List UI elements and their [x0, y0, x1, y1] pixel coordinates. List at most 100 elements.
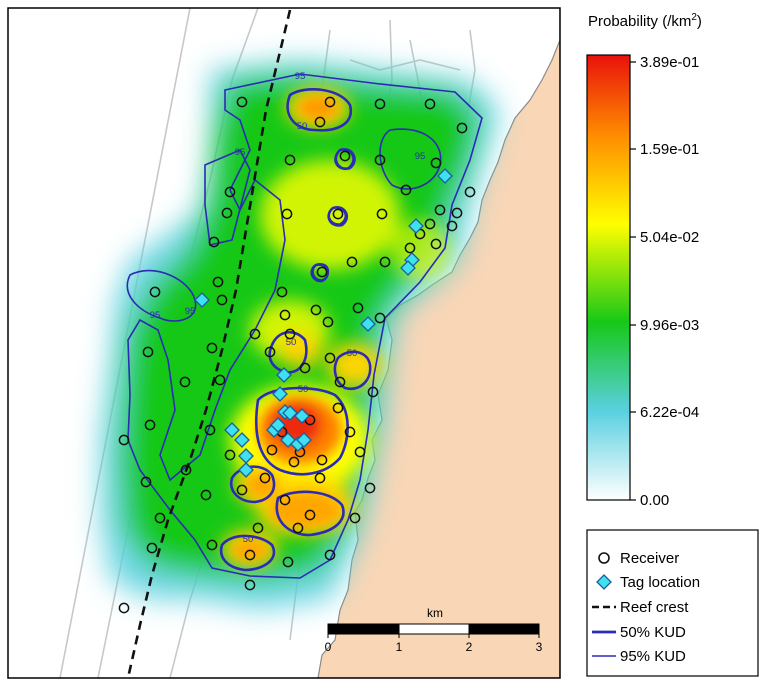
receiver-marker	[374, 312, 386, 324]
tag-location-marker	[224, 422, 240, 438]
receiver-marker	[266, 444, 278, 456]
receiver-marker	[249, 328, 261, 340]
receiver-marker	[374, 154, 386, 166]
receiver-marker	[206, 342, 218, 354]
receiver-marker	[281, 208, 293, 220]
receiver-marker	[456, 122, 468, 134]
receiver-marker	[322, 316, 334, 328]
contour-label-95: 95	[415, 151, 426, 162]
receiver-marker	[314, 472, 326, 484]
tag-location-marker	[296, 432, 312, 448]
legend-label-receiver: Receiver	[620, 550, 679, 567]
map-panel: 95 95 95 95 95 50 50 50 50 50 km	[8, 8, 560, 678]
legend-label-kud50: 50% KUD	[620, 624, 686, 641]
tag-location-marker	[276, 367, 292, 383]
receiver-marker	[430, 238, 442, 250]
receiver-marker	[424, 218, 436, 230]
receiver-marker	[430, 157, 442, 169]
receiver-marker	[314, 116, 326, 128]
receiver-marker	[367, 386, 379, 398]
receiver-marker	[404, 242, 416, 254]
receiver-marker	[400, 184, 412, 196]
receiver-marker	[208, 236, 220, 248]
receiver-marker	[364, 482, 376, 494]
colorbar-tick-label: 3.89e-01	[640, 54, 699, 71]
contour-label-95: 95	[150, 310, 161, 321]
legend-box	[586, 529, 759, 677]
tag-location-marker	[282, 405, 298, 421]
receiver-marker	[304, 509, 316, 521]
legend-label-tag: Tag location	[620, 574, 700, 591]
receiver-marker	[140, 476, 152, 488]
receiver-marker	[310, 304, 322, 316]
receiver-marker	[204, 424, 216, 436]
receiver-marker	[200, 489, 212, 501]
receiver-marker	[236, 96, 248, 108]
scale-label: 2	[466, 640, 473, 654]
receiver-marker	[346, 256, 358, 268]
receiver-marker	[142, 346, 154, 358]
receiver-marker	[118, 434, 130, 446]
receiver-marker	[284, 328, 296, 340]
reef-crest-line	[126, 9, 292, 678]
kud-50-contours	[219, 88, 372, 572]
colorbar: Probability (/km2) 3.89e-01 1.59e-01 5.0…	[586, 12, 702, 509]
receiver-marker	[332, 208, 344, 220]
receiver-marker	[434, 204, 446, 216]
colorbar-tick-label: 6.22e-04	[640, 404, 699, 421]
tag-location-marker	[360, 316, 376, 332]
tag-location-marker	[437, 168, 453, 184]
scale-bar: km 0 1 2 3	[325, 606, 543, 654]
receiver-marker	[216, 294, 228, 306]
receiver-marker	[279, 494, 291, 506]
receiver-marker	[349, 512, 361, 524]
diamond-legend-icon	[596, 574, 612, 590]
tag-location-markers	[194, 168, 453, 478]
receiver-marker	[334, 376, 346, 388]
receiver-marker	[221, 207, 233, 219]
receiver-marker	[236, 484, 248, 496]
receiver-marker	[244, 579, 256, 591]
receiver-marker	[324, 96, 336, 108]
tag-location-marker	[408, 218, 424, 234]
contour-label-95: 95	[235, 147, 246, 158]
kud-contours	[126, 73, 483, 579]
tag-location-marker	[234, 432, 250, 448]
legend-label-reef-crest: Reef crest	[620, 599, 689, 616]
legend-label-kud95: 95% KUD	[620, 648, 686, 665]
receiver-marker	[424, 98, 436, 110]
contour-label-95: 95	[185, 306, 196, 317]
receiver-marker	[446, 220, 458, 232]
receiver-marker	[180, 464, 192, 476]
receiver-marker	[332, 402, 344, 414]
contour-label-50: 50	[286, 337, 297, 348]
tag-location-marker	[194, 292, 210, 308]
contour-labels: 95 95 95 95 95 50 50 50 50 50	[150, 71, 426, 545]
contour-label-50: 50	[243, 534, 254, 545]
scale-label: 0	[325, 640, 332, 654]
receiver-marker	[154, 512, 166, 524]
colorbar-tick-label: 1.59e-01	[640, 141, 699, 158]
colorbar-tick-label: 9.96e-03	[640, 317, 699, 334]
receiver-marker	[264, 346, 276, 358]
scale-label: 1	[396, 640, 403, 654]
tag-location-marker	[270, 417, 286, 433]
scale-segment	[468, 623, 540, 635]
receiver-marker	[279, 309, 291, 321]
receiver-marker	[179, 376, 191, 388]
receiver-marker	[324, 549, 336, 561]
receiver-marker	[212, 276, 224, 288]
scale-label: 3	[536, 640, 543, 654]
legend: Receiver Tag location Reef crest 50% KUD…	[586, 529, 759, 677]
colorbar-title: Probability (/km2)	[588, 12, 702, 30]
receiver-marker	[374, 98, 386, 110]
receiver-marker	[224, 449, 236, 461]
receiver-marker	[224, 186, 236, 198]
receiver-marker	[344, 426, 356, 438]
receiver-marker	[299, 362, 311, 374]
receiver-marker	[144, 419, 156, 431]
tag-location-marker	[400, 260, 416, 276]
receiver-marker	[206, 539, 218, 551]
tag-location-marker	[294, 408, 310, 424]
